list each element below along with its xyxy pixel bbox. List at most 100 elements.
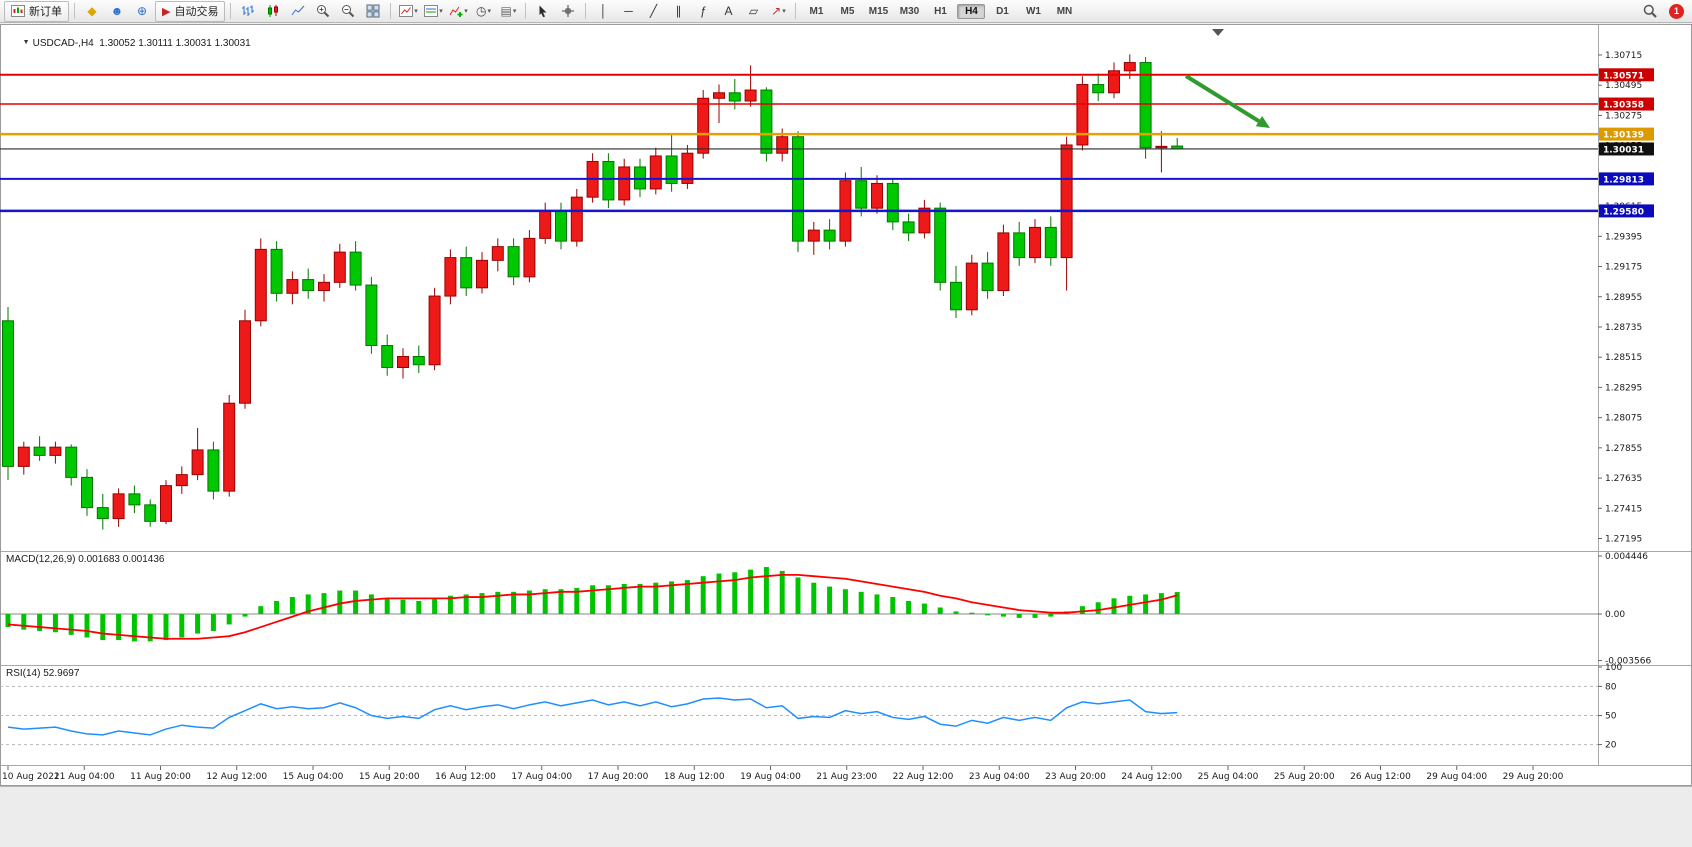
price-tag[interactable] (1599, 68, 1654, 82)
gold-list-button[interactable]: ◆ (80, 1, 104, 22)
price-tag[interactable] (1599, 142, 1654, 156)
price-axis-label: 1.28075 (1605, 414, 1642, 424)
clock-icon: ◷ (475, 4, 487, 18)
macd-histogram-bar (511, 591, 517, 614)
macd-histogram-bar (842, 589, 848, 614)
line-chart-button[interactable] (286, 1, 310, 22)
time-axis-label: 26 Aug 12:00 (1350, 772, 1411, 782)
candlestick-chart-button[interactable] (261, 1, 285, 22)
bar-chart-button[interactable] (236, 1, 260, 22)
coins-icon: ◆ (87, 4, 97, 18)
chart-window[interactable]: 1.307151.304951.302751.300551.298351.296… (0, 24, 1692, 786)
vertical-line-button[interactable]: │ (591, 1, 615, 22)
profiles-button[interactable]: ▾ (421, 1, 445, 22)
arrows-button[interactable]: ↗ ▾ (766, 1, 790, 22)
notification-badge[interactable]: 1 (1669, 3, 1684, 19)
community-button[interactable]: ⊕ (130, 1, 154, 22)
macd-histogram-bar (1016, 614, 1022, 618)
timeframe-mn-button[interactable]: MN (1056, 5, 1073, 17)
macd-histogram-bar (337, 590, 343, 614)
text-button[interactable]: A (716, 1, 740, 22)
periods-button[interactable]: ◷ ▾ (471, 1, 495, 22)
fibo-icon: ƒ (700, 4, 707, 18)
templates-button[interactable]: ▤ ▾ (496, 1, 520, 22)
price-axis-label: 1.30715 (1605, 51, 1642, 61)
toolbar-separator (585, 3, 587, 19)
zoom-out-icon (341, 4, 355, 18)
macd-histogram-bar (1143, 594, 1149, 614)
timeframe-h4-button[interactable]: H4 (957, 3, 986, 19)
timeframe-m15-button[interactable]: M15 (868, 5, 889, 17)
price-tag[interactable] (1599, 172, 1654, 186)
trendline-button[interactable]: ╱ (641, 1, 665, 22)
time-axis-label: 19 Aug 04:00 (740, 772, 801, 782)
timeframe-m5-button[interactable]: M5 (840, 5, 855, 17)
fibonacci-retracement-button[interactable]: ƒ (691, 1, 715, 22)
zoom-in-button[interactable] (311, 1, 335, 22)
candle-body (254, 248, 267, 322)
chart-shift-marker-icon[interactable] (1212, 29, 1224, 36)
candle-body (1123, 62, 1136, 72)
indicators-button[interactable]: ▾ (446, 1, 470, 22)
macd-histogram-bar (495, 591, 501, 614)
new-order-button[interactable]: 新订单 (4, 0, 69, 22)
candle-body (681, 152, 694, 184)
price-axis-label: 1.28295 (1605, 383, 1642, 393)
support-button[interactable]: ☻ (105, 1, 129, 22)
tile-windows-button[interactable] (361, 1, 385, 22)
crosshair-button[interactable] (556, 1, 580, 22)
chart-canvas[interactable]: 1.307151.304951.302751.300551.298351.296… (0, 24, 1692, 786)
macd-histogram-bar (1048, 614, 1054, 617)
time-axis-label: 21 Aug 23:00 (816, 772, 877, 782)
macd-histogram-bar (305, 594, 311, 614)
trend-arrow-annotation[interactable] (1184, 74, 1260, 123)
candle-body (381, 345, 394, 368)
macd-histogram-bar (526, 590, 532, 614)
horizontal-line-button[interactable]: ─ (616, 1, 640, 22)
candle-body (1108, 70, 1120, 94)
timeframe-m30-button[interactable]: M30 (899, 5, 920, 17)
candle-body (81, 476, 93, 509)
candle-body (175, 474, 188, 487)
candle-body (965, 262, 978, 311)
candle-body (318, 281, 330, 292)
zoom-out-button[interactable] (336, 1, 360, 22)
auto-trading-button[interactable]: ▶ 自动交易 (155, 0, 226, 22)
text-label-button[interactable]: ▱ (741, 1, 765, 22)
equidistant-channel-button[interactable]: ∥ (666, 1, 690, 22)
candle-body (618, 166, 631, 201)
time-axis-label: 24 Aug 12:00 (1121, 772, 1182, 782)
chart-collapse-icon[interactable]: ▼ (22, 39, 30, 46)
macd-histogram-bar (558, 589, 564, 614)
time-axis-label: 17 Aug 04:00 (511, 772, 572, 782)
macd-histogram-bar (637, 583, 643, 614)
text-icon: A (724, 4, 733, 18)
timeframe-m1-button[interactable]: M1 (809, 5, 824, 17)
candle-body (1076, 84, 1089, 146)
timeframe-d1-button[interactable]: D1 (996, 5, 1009, 17)
macd-histogram-bar (684, 580, 690, 614)
timeframe-w1-button[interactable]: W1 (1025, 5, 1041, 17)
candle-body (65, 446, 78, 478)
candle-body (412, 356, 425, 366)
macd-histogram-bar (258, 606, 264, 614)
auto-trading-button-label: 自动交易 (174, 6, 219, 18)
macd-axis-label: 0.004446 (1605, 552, 1648, 562)
macd-histogram-bar (1000, 614, 1006, 617)
price-tag[interactable] (1599, 97, 1654, 111)
new-chart-button[interactable]: ▾ (396, 1, 420, 22)
price-tag[interactable] (1599, 204, 1654, 218)
timeframe-h1-button[interactable]: H1 (934, 5, 947, 17)
price-tag[interactable] (1599, 127, 1654, 141)
candle-body (760, 89, 773, 154)
search-button[interactable] (1638, 1, 1662, 22)
candle-body (460, 257, 473, 289)
cursor-button[interactable] (531, 1, 555, 22)
candle-body (1155, 145, 1168, 149)
candle-body (112, 493, 125, 520)
price-tag-label: 1.30139 (1603, 131, 1644, 141)
candle-body (491, 246, 504, 261)
time-axis-label: 25 Aug 04:00 (1198, 772, 1259, 782)
candle-body (997, 232, 1010, 292)
candle-body (128, 493, 141, 506)
